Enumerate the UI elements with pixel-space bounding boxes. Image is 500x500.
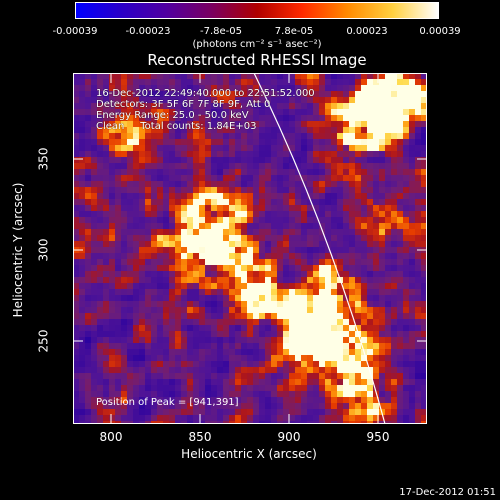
colorbar-tick: -0.00039 [52,26,98,37]
colorbar-tick: -0.00023 [125,26,171,37]
x-tick-label: 900 [277,430,301,444]
solar-limb-line [253,73,386,424]
x-tick-label: 850 [188,430,212,444]
rhessi-image [73,73,427,424]
peak-position-text: Position of Peak = [941,391] [96,397,239,408]
x-tick-label: 800 [99,430,123,444]
time-range-text: 16-Dec-2012 22:49:40.000 to 22:51:52.000 [96,88,315,99]
colorbar-units: (photons cm⁻² s⁻¹ asec⁻²) [192,39,322,50]
colorbar-tick: 7.8e-05 [274,26,314,37]
detectors-text: Detectors: 3F 5F 6F 7F 8F 9F, Att 0 [96,99,271,110]
y-tick-label: 300 [36,238,51,262]
image-title: Reconstructed RHESSI Image [147,51,367,69]
colorbar-tick: 0.00023 [346,26,388,37]
clean-counts-text: Clean Total counts: 1.84E+03 [96,121,257,132]
x-tick-label: 950 [366,430,390,444]
colorbar-tick: -7.8e-05 [200,26,242,37]
colorbar [75,2,439,19]
generation-timestamp: 17-Dec-2012 01:51 [399,487,496,498]
y-axis-label: Heliocentric Y (arcsec) [11,182,25,318]
image-pixels [73,73,427,424]
y-tick-label: 250 [36,329,51,353]
x-axis-label: Heliocentric X (arcsec) [181,447,317,461]
colorbar-tick: 0.00039 [419,26,461,37]
y-tick-label: 350 [36,147,51,171]
energy-range-text: Energy Range: 25.0 - 50.0 keV [96,110,249,121]
